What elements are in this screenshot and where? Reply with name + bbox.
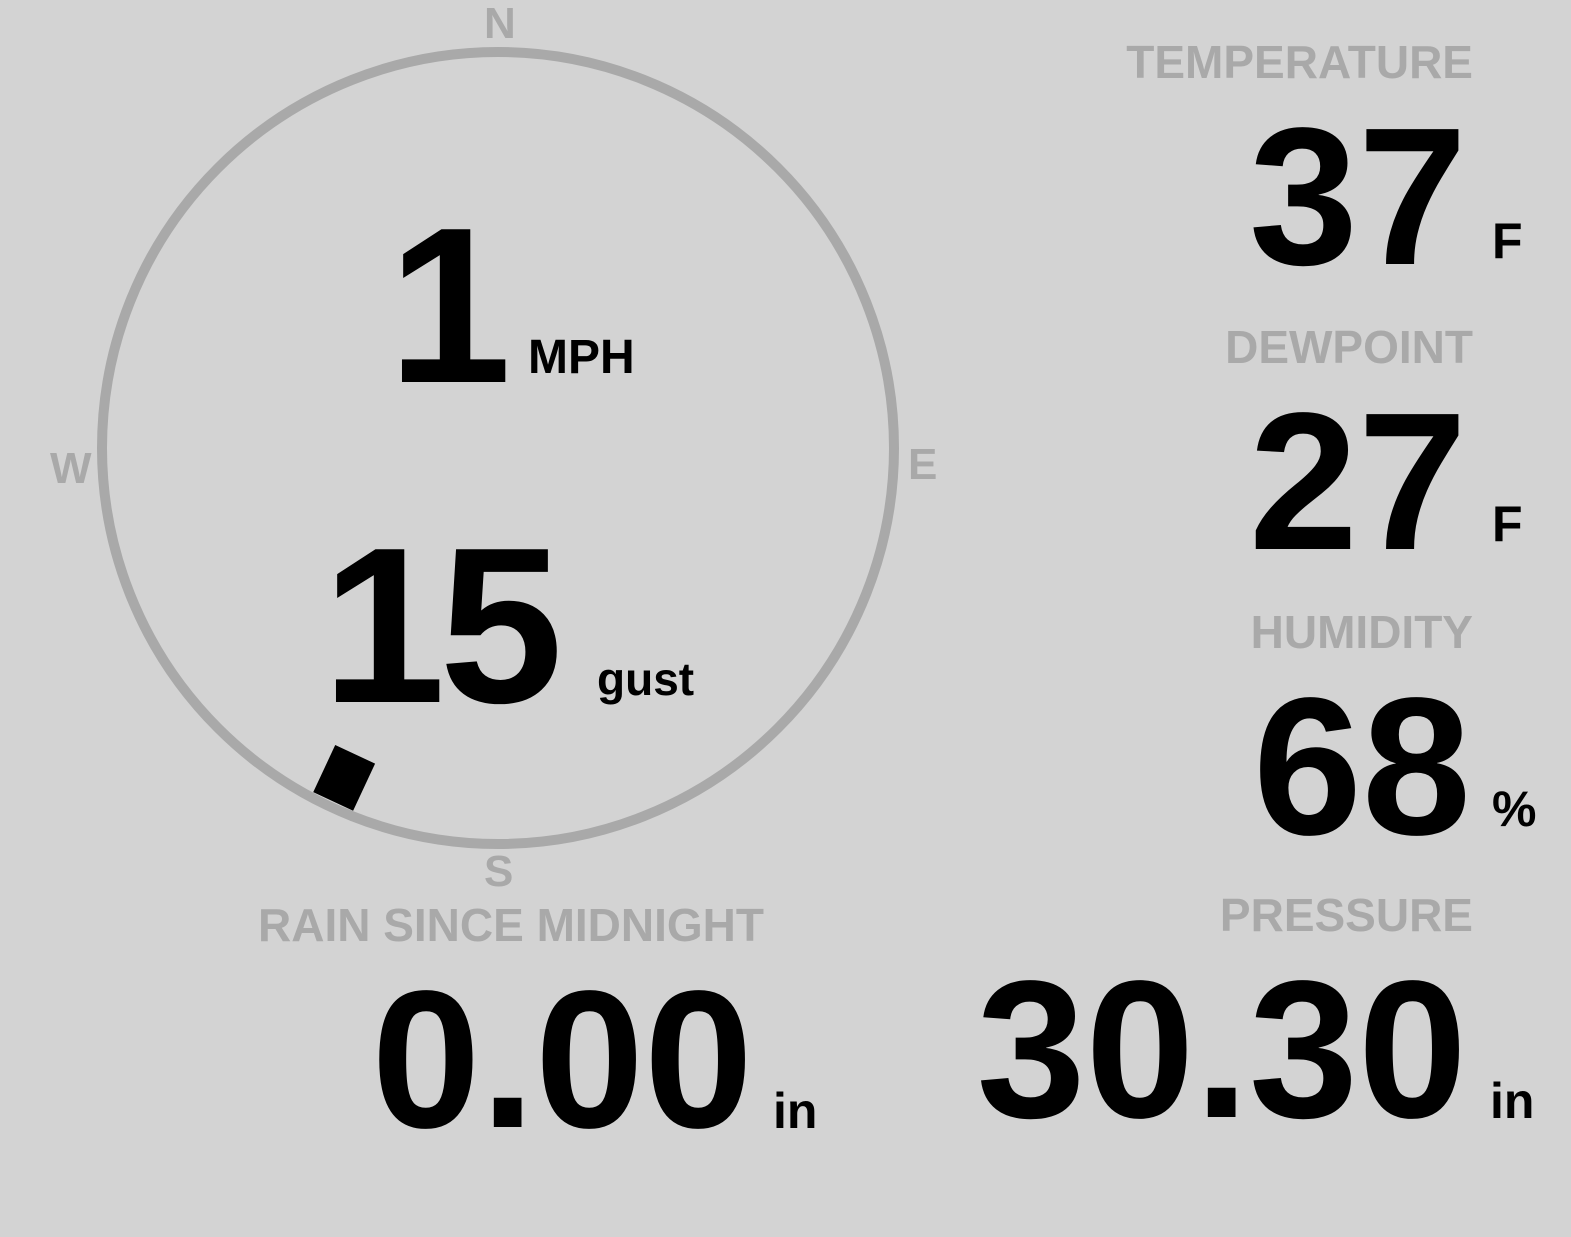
compass-ring <box>97 47 899 849</box>
compass-north-label: N <box>484 0 516 48</box>
wind-gust-value: 15 <box>322 502 563 750</box>
humidity-value: 68 <box>1252 657 1471 876</box>
dewpoint-label: DEWPOINT <box>1225 321 1473 373</box>
compass-south-label: S <box>484 847 514 896</box>
compass-west-label: W <box>50 444 92 493</box>
wind-speed-value: 1 <box>388 182 512 430</box>
dewpoint-unit: F <box>1492 496 1523 552</box>
wind-gust-unit: gust <box>597 653 695 705</box>
pressure-unit: in <box>1490 1073 1535 1129</box>
temperature-value: 37 <box>1248 87 1467 306</box>
humidity-label: HUMIDITY <box>1250 606 1473 658</box>
temperature-unit: F <box>1492 213 1523 269</box>
temperature-label: TEMPERATURE <box>1126 36 1473 88</box>
compass-east-label: E <box>908 440 938 489</box>
humidity-unit: % <box>1492 781 1537 837</box>
wind-direction-marker <box>313 745 376 811</box>
rain-unit: in <box>773 1083 818 1139</box>
dewpoint-value: 27 <box>1248 372 1467 591</box>
rain-value: 0.00 <box>371 950 753 1169</box>
wind-speed-unit: MPH <box>528 331 635 384</box>
rain-label: RAIN SINCE MIDNIGHT <box>258 899 764 951</box>
pressure-value: 30.30 <box>976 940 1467 1159</box>
pressure-label: PRESSURE <box>1219 889 1473 941</box>
